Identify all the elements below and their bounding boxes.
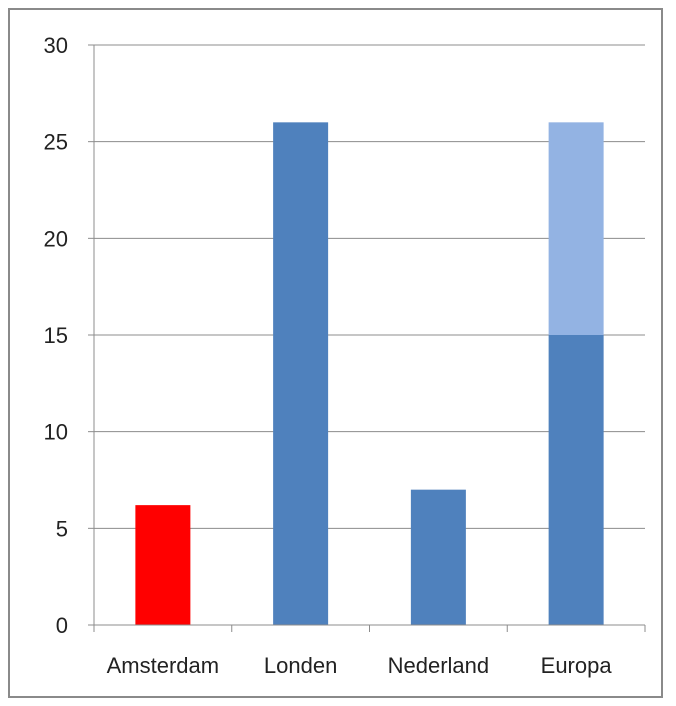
axes	[93, 45, 646, 632]
x-label-europa: Europa	[541, 653, 613, 678]
y-tick-label: 10	[44, 420, 68, 445]
bar-amsterdam-series-0	[135, 505, 191, 625]
bar-nederland-series-0	[410, 489, 466, 625]
bar-europa-series-1	[548, 122, 604, 335]
y-tick-label: 25	[44, 130, 68, 155]
y-tick-label: 30	[44, 33, 68, 58]
y-tick-label: 0	[56, 613, 68, 638]
x-label-londen: Londen	[264, 653, 337, 678]
y-tick-label: 5	[56, 516, 68, 541]
y-tick-labels: 0 5 10 15 20 25 30	[44, 33, 68, 638]
x-label-amsterdam: Amsterdam	[107, 653, 219, 678]
x-label-nederland: Nederland	[388, 653, 490, 678]
y-tick-label: 15	[44, 323, 68, 348]
bar-londen-series-0	[273, 122, 329, 625]
bar-europa-series-0	[548, 335, 604, 625]
x-category-labels: Amsterdam Londen Nederland Europa	[107, 653, 613, 678]
y-tick-label: 20	[44, 226, 68, 251]
bars	[135, 122, 604, 625]
